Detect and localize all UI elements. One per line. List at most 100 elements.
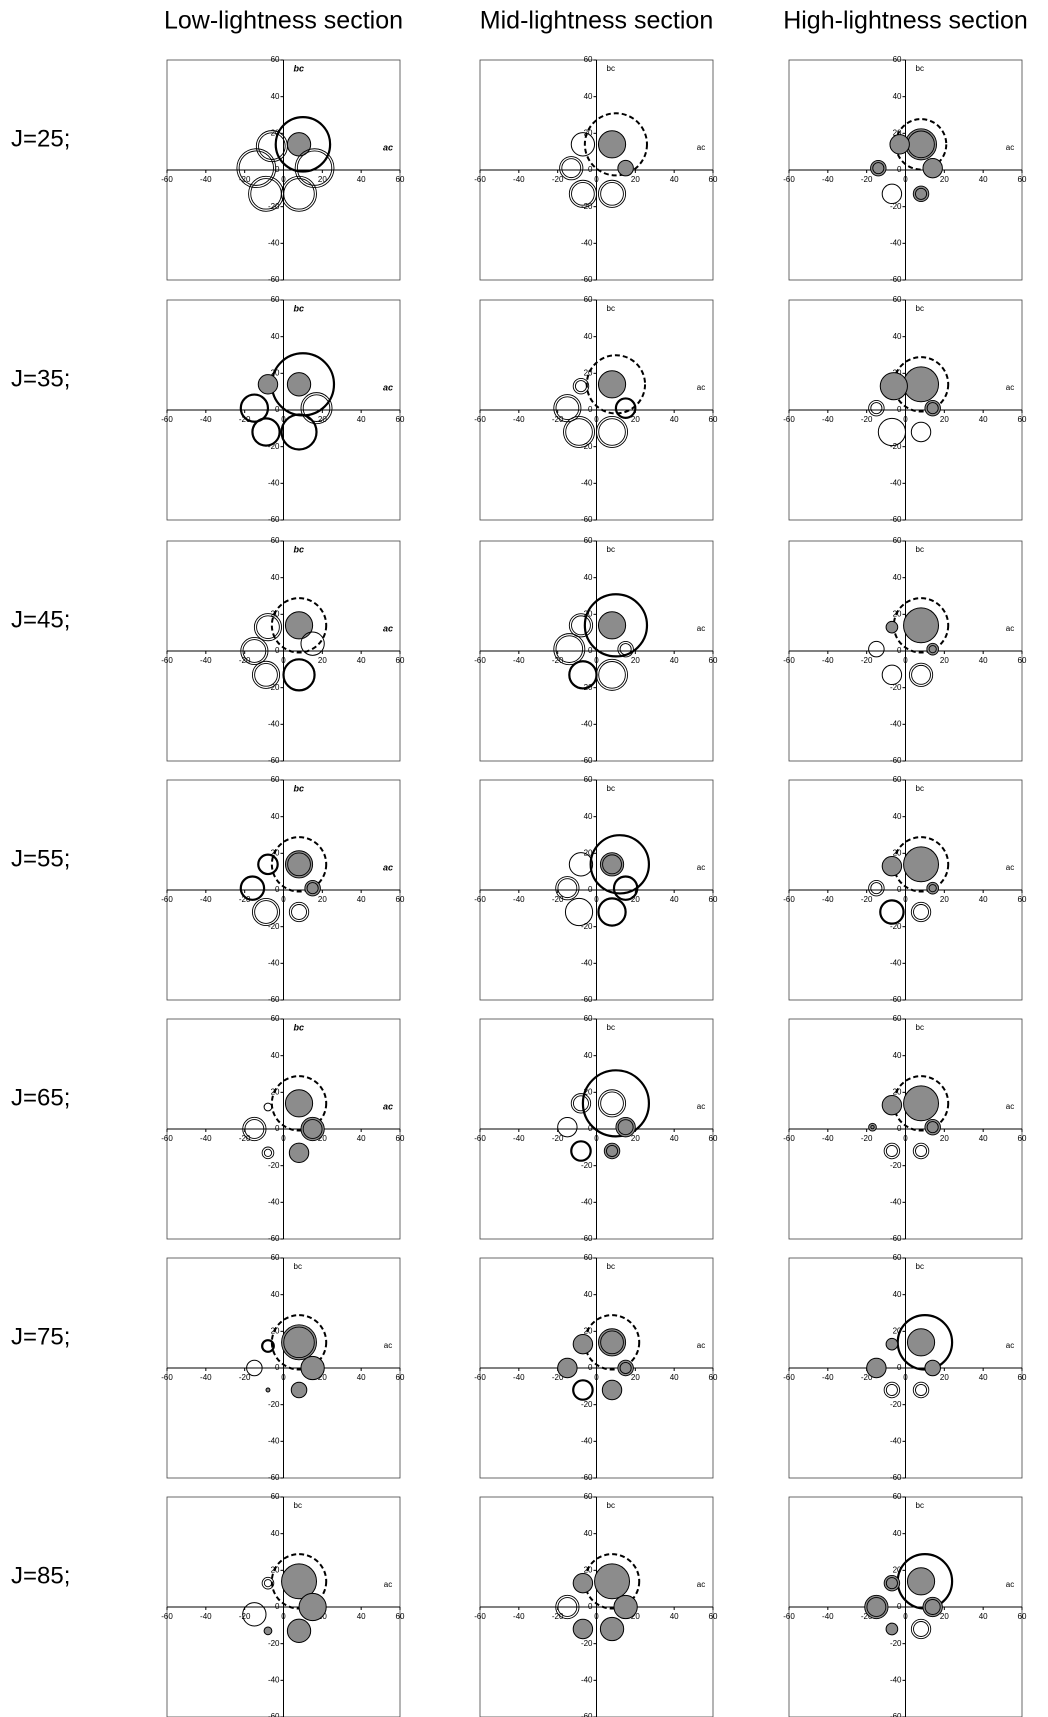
circle-inner-ring [600, 181, 624, 206]
x-tick-label: 0 [903, 1373, 908, 1382]
y-tick-label: -20 [890, 1400, 902, 1409]
circle [924, 1359, 941, 1377]
circle-inner-ring [885, 1144, 898, 1158]
x-tick-label: -60 [161, 1612, 173, 1621]
x-tick-label: -20 [552, 1373, 564, 1382]
y-tick-label: -40 [268, 1197, 280, 1206]
circle [881, 855, 903, 877]
x-tick-label: -20 [861, 895, 873, 904]
circle-inner-ring [571, 181, 595, 206]
circle-inner-ring [606, 1144, 619, 1158]
circle [270, 1314, 328, 1371]
circle [248, 175, 284, 212]
y-tick-label: -40 [268, 238, 280, 247]
circle-inner-ring [619, 1361, 632, 1375]
x-tick-label: 0 [281, 895, 286, 904]
y-axis-label: bc [294, 1501, 302, 1510]
x-tick-label: 0 [594, 895, 599, 904]
x-tick-label: -40 [513, 656, 525, 665]
y-tick-label: 60 [584, 536, 593, 545]
x-axis-label: ac [697, 1102, 705, 1111]
y-tick-label: -40 [268, 958, 280, 967]
circle [263, 1102, 273, 1112]
circle [889, 134, 910, 155]
y-tick-label: 0 [275, 1363, 280, 1372]
circle [270, 836, 328, 893]
circle [300, 631, 325, 656]
circle [868, 640, 885, 658]
circle-inner-ring [915, 1144, 928, 1158]
x-tick-label: -60 [161, 1134, 173, 1143]
x-tick-label: 40 [670, 1612, 679, 1621]
circle [922, 1596, 943, 1618]
circle [261, 1576, 275, 1590]
y-tick-label: -20 [581, 1639, 593, 1648]
x-tick-label: -60 [783, 895, 795, 904]
y-tick-label: 60 [271, 775, 280, 784]
x-tick-label: -60 [161, 895, 173, 904]
circle [906, 1567, 936, 1596]
x-tick-label: -40 [822, 415, 834, 424]
y-tick-label: -40 [890, 1675, 902, 1684]
circle [583, 1553, 641, 1610]
y-tick-label: 40 [893, 1051, 902, 1060]
x-axis-label: ac [383, 382, 393, 392]
circle-inner-ring [885, 1383, 898, 1397]
circle [261, 1146, 275, 1160]
x-tick-label: 60 [1018, 656, 1027, 665]
row-label: J=75; [11, 1323, 70, 1350]
circle [594, 1563, 631, 1600]
x-axis-label: ac [1006, 1102, 1014, 1111]
circle [868, 399, 885, 417]
circle [597, 370, 627, 399]
x-tick-label: 40 [357, 895, 366, 904]
y-axis-label: bc [607, 64, 615, 73]
x-tick-label: 60 [1018, 175, 1027, 184]
x-tick-label: 40 [979, 1373, 988, 1382]
circle [281, 175, 317, 212]
x-tick-label: 20 [318, 1373, 327, 1382]
circle-inner-ring [555, 635, 584, 663]
circle [265, 1387, 271, 1393]
y-tick-label: 40 [271, 812, 280, 821]
circle-inner-ring [600, 1330, 624, 1355]
circle [236, 148, 277, 189]
circle-inner-ring [238, 150, 274, 186]
x-tick-label: -40 [200, 1612, 212, 1621]
y-tick-label: -40 [268, 1436, 280, 1445]
y-axis-label: bc [607, 545, 615, 554]
circle [903, 607, 940, 644]
x-tick-label: 40 [357, 175, 366, 184]
circle [617, 640, 634, 658]
y-tick-label: -40 [890, 958, 902, 967]
circle [903, 366, 940, 403]
y-tick-label: 40 [271, 92, 280, 101]
y-tick-label: 40 [584, 92, 593, 101]
x-tick-label: -40 [200, 1373, 212, 1382]
x-tick-label: 20 [940, 415, 949, 424]
circle-inner-ring [565, 418, 593, 446]
circle [597, 130, 627, 159]
y-tick-label: 0 [897, 885, 902, 894]
y-tick-label: -40 [268, 1675, 280, 1684]
y-tick-label: 0 [275, 646, 280, 655]
circle [599, 852, 625, 877]
y-tick-label: 40 [893, 1529, 902, 1538]
x-tick-label: 40 [670, 1373, 679, 1382]
y-tick-label: -60 [268, 515, 280, 524]
circle [251, 897, 281, 927]
circle [868, 1122, 877, 1132]
y-tick-label: 20 [584, 1087, 593, 1096]
y-tick-label: -60 [268, 275, 280, 284]
y-tick-label: 40 [893, 1290, 902, 1299]
x-tick-label: 40 [357, 1373, 366, 1382]
